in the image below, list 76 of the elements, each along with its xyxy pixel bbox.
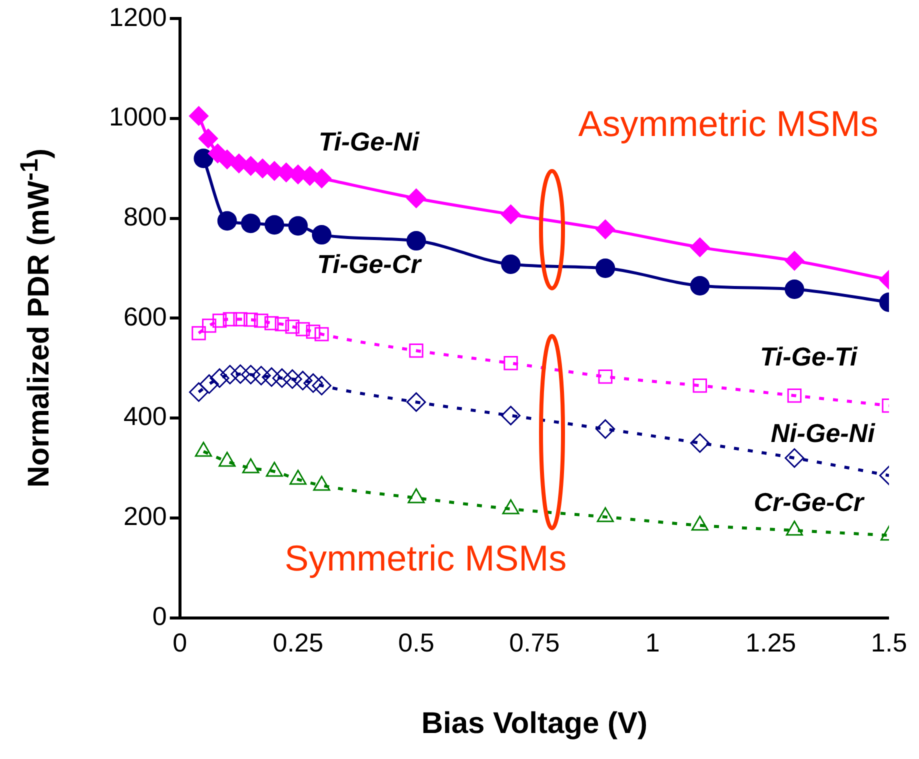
point [598,370,612,384]
point [194,148,214,168]
series-label: Ti-Ge-Ti [760,341,858,372]
point [282,369,302,389]
x-tick-label: 0.5 [398,628,434,658]
point [288,216,308,236]
y-tick-label: 600 [123,301,167,332]
point [192,326,206,340]
series-label: Ti-Ge-Ni [318,126,420,157]
point [504,356,518,370]
point [690,276,710,296]
series-label: Ti-Ge-Cr [317,248,423,279]
point [596,258,616,278]
point [251,366,271,386]
point [262,367,282,387]
point [501,254,521,274]
point [202,318,216,333]
point [241,214,261,234]
series-label: Cr-Ge-Cr [754,487,866,518]
point [596,220,616,240]
point [210,368,230,388]
point [306,324,320,339]
annotation: Symmetric MSMs [284,537,567,578]
x-axis-title: Bias Voltage (V) [420,707,648,741]
x-tick-label: 1.25 [746,628,796,658]
point [784,448,804,468]
point [501,204,521,224]
point [254,314,268,328]
point [787,388,802,403]
y-tick-label: 1200 [108,2,167,32]
series-label: Ni-Ge-Ni [770,418,876,448]
point [406,188,426,208]
point [264,316,279,330]
point [199,374,219,394]
point [274,317,290,332]
x-tick-label: 0 [172,628,188,658]
point [690,433,710,453]
point [198,128,218,148]
x-tick-label: 1 [645,628,660,658]
x-tick-label: 0.25 [272,628,324,658]
point [406,392,426,412]
y-tick-label: 400 [123,401,167,432]
point [241,364,261,384]
point [220,364,240,384]
point [303,373,323,393]
point [406,231,426,251]
point [293,370,313,390]
point [189,106,208,126]
point [690,238,710,258]
point [692,378,708,393]
point [189,382,208,402]
point [296,322,310,336]
y-tick-label: 0 [152,600,167,631]
point [230,364,250,384]
point [244,312,258,327]
point [409,344,424,358]
y-tick-label: 1000 [108,102,167,132]
point [272,368,292,388]
point [314,327,329,342]
point [501,406,521,426]
x-tick-label: 0.75 [509,628,560,658]
point [212,314,227,328]
point [312,225,332,245]
point [784,279,804,299]
y-tick-label: 800 [123,202,167,232]
annotation: Asymmetric MSMs [578,102,878,144]
y-tick-label: 200 [123,501,167,532]
point [285,320,300,334]
point [784,251,804,271]
point [312,376,332,396]
point [233,312,248,326]
point [217,211,237,231]
point [596,419,616,439]
point [264,215,284,235]
x-tick-label: 1.5 [870,628,908,658]
point [222,312,238,326]
